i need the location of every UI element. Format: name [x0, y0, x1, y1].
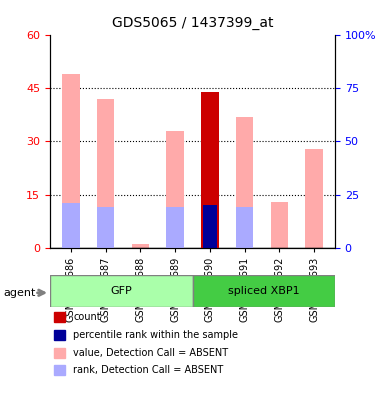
Bar	[62, 74, 80, 248]
Bar	[166, 131, 184, 248]
Text: rank, Detection Call = ABSENT: rank, Detection Call = ABSENT	[73, 365, 223, 375]
Bar	[201, 92, 219, 248]
Bar	[236, 207, 253, 248]
Text: agent: agent	[4, 288, 36, 298]
Text: percentile rank within the sample: percentile rank within the sample	[73, 330, 238, 340]
Text: GFP: GFP	[110, 286, 132, 296]
Bar	[236, 117, 253, 248]
Text: value, Detection Call = ABSENT: value, Detection Call = ABSENT	[73, 347, 228, 358]
FancyBboxPatch shape	[192, 275, 335, 307]
Bar	[305, 149, 323, 248]
Bar	[166, 207, 184, 248]
Bar	[97, 207, 114, 248]
Title: GDS5065 / 1437399_at: GDS5065 / 1437399_at	[112, 16, 273, 30]
FancyBboxPatch shape	[50, 275, 192, 307]
Bar	[132, 244, 149, 248]
Bar	[97, 99, 114, 248]
Text: count: count	[73, 312, 101, 322]
Bar	[203, 205, 217, 248]
Text: spliced XBP1: spliced XBP1	[228, 286, 300, 296]
Bar	[62, 203, 80, 248]
Bar	[271, 202, 288, 248]
